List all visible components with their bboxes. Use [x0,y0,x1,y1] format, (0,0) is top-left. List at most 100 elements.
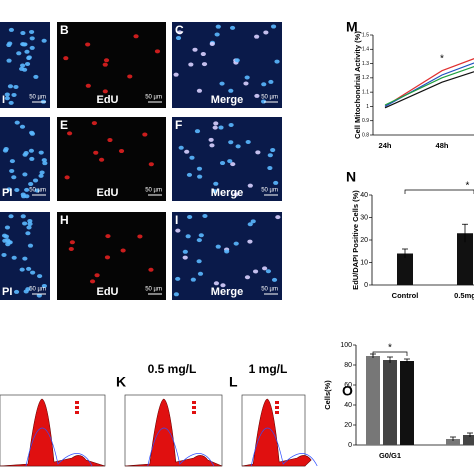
nucleus [99,157,105,162]
nucleus [212,125,218,130]
x-tick-label: Control [392,291,419,300]
y-tick-label: 60 [344,382,352,389]
nucleus [233,192,239,197]
nucleus [213,281,220,286]
y-tick-label: 40 [344,402,352,409]
nucleus [29,156,35,161]
nucleus [22,152,28,157]
y-axis-label: Cell Mitochondrial Activity (%) [353,31,362,139]
nucleus [192,47,198,52]
panel-letter: I [175,213,178,227]
y-tick-label: 40 [360,192,368,199]
nucleus [148,267,154,272]
bar [397,253,413,285]
histogram-peak [0,398,106,467]
significance-bracket [372,351,408,356]
line-series [384,71,474,109]
nucleus [94,273,100,278]
nucleus [20,63,26,68]
nucleus [41,38,47,43]
nucleus [107,138,113,143]
legend-swatch [275,401,279,404]
nucleus [185,234,191,239]
scale-bar-label: 50 µm [261,95,278,101]
panel-letter: N [346,169,356,185]
y-tick-label: 80 [344,362,352,369]
nucleus [24,62,31,67]
caption: EdU [97,94,119,106]
nucleus [262,266,268,271]
nucleus [252,269,259,274]
nucleus [4,96,10,101]
nucleus [19,267,25,272]
nucleus [4,92,10,97]
nucleus [200,52,206,57]
nucleus [26,225,32,230]
bar [383,360,397,445]
nucleus [85,42,91,47]
nucleus [63,56,69,61]
nucleus [224,249,230,254]
panel-letter: L [229,374,238,390]
nucleus [271,277,278,282]
nucleus [16,51,22,56]
nucleus [250,219,256,224]
micrograph-panel: C Merge 50 µm [172,22,282,108]
nucleus [41,158,47,163]
nucleus [186,172,193,177]
nucleus [235,144,241,149]
nucleus [142,132,148,137]
y-tick-label: 30 [360,214,368,221]
micrograph [172,212,282,300]
nucleus [214,32,220,37]
nucleus [215,24,221,29]
nucleus [11,92,17,97]
nucleus [194,129,201,134]
nucleus [14,120,20,125]
nucleus [20,31,26,36]
y-tick-label: 1.5 [362,32,369,38]
nucleus [28,148,34,153]
nucleus [182,249,188,254]
nucleus [11,255,17,260]
scale-bar-label: 50 µm [145,95,162,101]
nucleus [8,100,14,105]
bar [366,356,380,445]
nucleus [23,289,29,294]
nucleus [26,55,32,60]
scale-bar-label: 50 µm [145,188,162,194]
nucleus [245,140,251,145]
nucleus [215,244,221,249]
micrograph-panel: H EdU 50 µm [57,212,166,300]
nucleus [247,222,253,227]
nucleus [3,234,9,239]
nucleus [29,45,35,50]
nucleus [38,173,44,178]
histogram-peak [124,398,223,467]
nucleus [197,174,203,179]
y-tick-label: 20 [344,422,352,429]
nucleus [2,238,8,243]
y-tick-label: 1 [366,104,369,110]
nucleus [13,84,19,89]
nucleus [102,62,108,67]
nucleus [218,125,224,130]
nucleus [29,131,36,136]
nucleus [66,131,73,136]
y-tick-label: 0 [348,442,352,449]
nucleus [24,187,30,192]
caption: Merge [211,286,243,298]
bar [446,439,460,445]
significance-bracket [404,189,474,194]
panel-letter: E [60,118,68,132]
nucleus [22,256,28,261]
nucleus [219,81,225,86]
nucleus [213,181,219,186]
nucleus [103,58,110,63]
nucleus [7,41,13,46]
nucleus [243,81,249,86]
legend-swatch [75,401,79,404]
scale-bar-label: 50 µm [145,287,162,293]
nucleus [234,58,240,63]
